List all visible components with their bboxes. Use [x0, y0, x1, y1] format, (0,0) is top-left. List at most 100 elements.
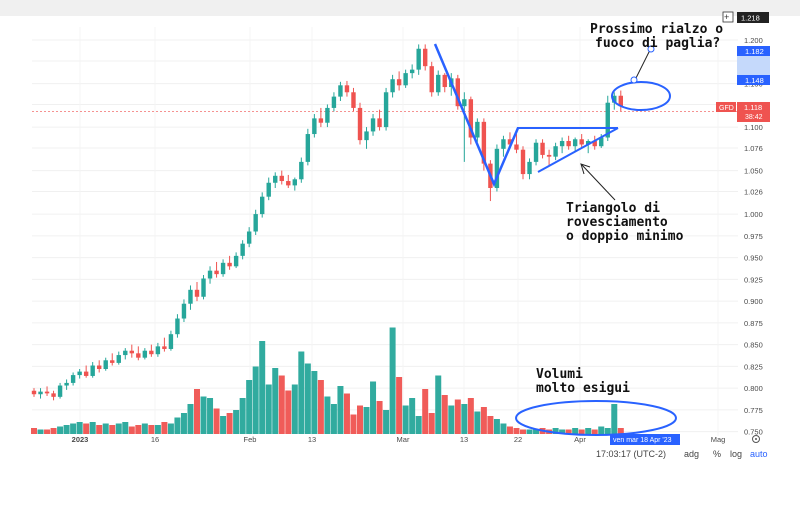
- double-bottom-line: [433, 43, 520, 188]
- candle-body: [136, 353, 141, 358]
- candle-body: [377, 118, 382, 128]
- price-tick-label: 1.026: [744, 187, 763, 196]
- volume-bar: [389, 327, 396, 434]
- volume-bar: [461, 404, 468, 434]
- volume-bar: [467, 398, 474, 434]
- volume-bar: [330, 404, 337, 434]
- svg-text:+: +: [724, 12, 729, 22]
- volume-bar: [102, 423, 109, 434]
- volume-bar: [135, 425, 142, 434]
- time-tick-label: 16: [151, 435, 159, 444]
- volume-bar: [578, 429, 585, 434]
- bottom-toolbar: 17:03:17 (UTC-2) adg % log auto: [560, 448, 795, 462]
- candle-body: [351, 92, 356, 108]
- candle-body: [455, 78, 460, 107]
- candle-body: [599, 137, 604, 147]
- volume-bar: [187, 404, 194, 434]
- price-axis[interactable]: 1.2001.1761.1501.1261.1001.0761.0501.026…: [744, 36, 763, 437]
- price-candles: [31, 44, 623, 401]
- log-button[interactable]: log: [730, 449, 743, 459]
- candle-body: [292, 179, 297, 186]
- breakout-ellipse: [611, 81, 671, 111]
- annotation-triangle-line1: Triangolo di: [566, 201, 660, 216]
- annotation-volume-line1: Volumi: [536, 367, 583, 382]
- volume-bar: [109, 425, 116, 434]
- volume-bar: [363, 407, 370, 434]
- candle-body: [383, 92, 389, 128]
- volume-bar: [141, 423, 148, 434]
- price-label-top: + 1.218: [722, 11, 769, 23]
- candle-body: [70, 375, 76, 383]
- volume-bar: [265, 384, 272, 434]
- volume-bar: [154, 425, 161, 434]
- candle-body: [162, 346, 167, 349]
- volume-bar: [317, 380, 324, 434]
- candle-body: [325, 107, 330, 123]
- volume-bar: [454, 399, 461, 434]
- volume-bar: [311, 371, 318, 434]
- candle-body: [533, 142, 539, 162]
- price-label-top-text: 1.218: [741, 14, 760, 23]
- svg-text:ven mar 18 Apr '23: ven mar 18 Apr '23: [613, 437, 672, 444]
- candle-body: [396, 79, 402, 86]
- candle-body: [462, 99, 467, 107]
- candle-body: [260, 196, 265, 215]
- candle-body: [416, 48, 421, 70]
- adjust-button[interactable]: adg: [684, 449, 700, 459]
- volume-bar: [591, 429, 598, 434]
- price-tick-label: 0.775: [744, 406, 763, 415]
- time-tick-label: 2023: [72, 435, 89, 444]
- candle-body: [357, 107, 363, 141]
- auto-button[interactable]: auto: [750, 449, 768, 459]
- volume-bar: [585, 428, 592, 434]
- percent-button[interactable]: %: [713, 449, 722, 459]
- volume-bar: [278, 375, 285, 434]
- volume-bar: [148, 425, 155, 434]
- grid-lines: [32, 27, 738, 436]
- candle-body: [240, 243, 245, 256]
- candle-body: [520, 149, 526, 175]
- candle-body: [175, 318, 180, 335]
- candle-body: [540, 142, 545, 155]
- candle-body: [142, 350, 148, 358]
- volume-bar: [233, 410, 240, 434]
- candle-body: [370, 118, 376, 132]
- volume-bar: [285, 390, 292, 434]
- volume-bar: [448, 405, 455, 434]
- candle-body: [429, 66, 434, 93]
- candle-body: [572, 139, 578, 147]
- axis-settings-icon[interactable]: [752, 435, 760, 443]
- countdown: 38:42: [745, 114, 763, 121]
- volume-bar: [572, 428, 579, 434]
- volume-bar: [128, 426, 135, 434]
- candle-body: [318, 118, 324, 123]
- time-tick-label: 22: [514, 435, 522, 444]
- candle-body: [123, 350, 128, 356]
- top-arrow-line: [634, 49, 651, 81]
- volume-bar: [376, 401, 383, 434]
- candle-body: [312, 118, 317, 135]
- annotation-triangle-line2: rovesciamento: [566, 215, 668, 230]
- candle-body: [253, 214, 258, 232]
- volume-bar: [415, 416, 422, 434]
- candle-body: [116, 355, 121, 363]
- volume-bar: [70, 423, 77, 434]
- candle-body: [273, 175, 278, 183]
- candle-body: [331, 96, 337, 108]
- candle-body: [553, 146, 558, 157]
- candle-body: [194, 289, 200, 297]
- candle-body: [227, 262, 232, 267]
- volume-bar: [246, 380, 253, 434]
- volume-bar: [474, 411, 481, 434]
- top-arrow-dot-high: [647, 45, 655, 53]
- candle-body: [188, 289, 193, 304]
- last-price: 1.118: [744, 103, 762, 112]
- volume-bar: [31, 428, 37, 434]
- clock-time[interactable]: 17:03:17 (UTC-2): [596, 449, 667, 459]
- candle-body: [233, 255, 239, 267]
- volume-bar: [76, 422, 83, 434]
- candle-body: [103, 360, 108, 369]
- volume-bar: [598, 426, 605, 434]
- candle-body: [149, 350, 154, 355]
- time-axis[interactable]: 2023 16 Feb 13 Mar 13 22 Apr Mag: [72, 435, 726, 444]
